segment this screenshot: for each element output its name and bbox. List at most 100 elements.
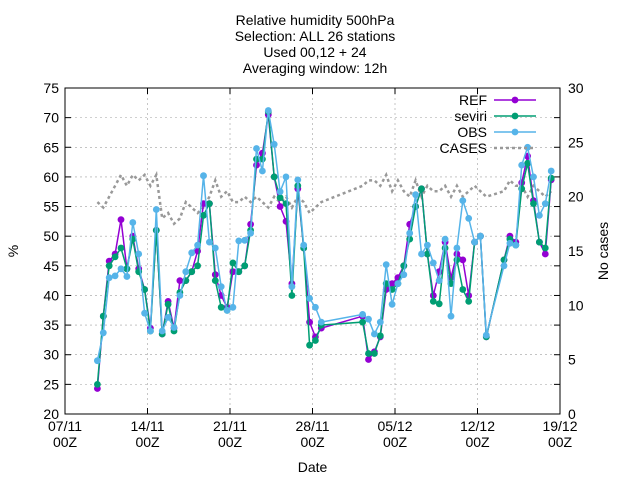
data-point [194, 262, 202, 270]
data-point [459, 197, 467, 205]
x-tick-label-hour: 00Z [53, 434, 78, 450]
data-point [371, 350, 378, 357]
data-point [482, 331, 490, 339]
y-tick-label: 45 [43, 258, 59, 274]
data-point [235, 237, 243, 245]
y-tick-label: 60 [43, 169, 59, 185]
data-point [412, 191, 419, 199]
data-point [200, 212, 207, 219]
data-point [453, 256, 461, 264]
data-point [294, 176, 302, 184]
data-point [241, 262, 249, 270]
data-point [536, 212, 543, 219]
data-point [288, 283, 296, 290]
data-point [99, 329, 107, 337]
data-point [536, 238, 543, 246]
data-point [123, 273, 131, 280]
y-axis-label: % [5, 245, 21, 257]
data-point [512, 241, 520, 249]
title-line: Relative humidity 500hPa [236, 12, 395, 28]
data-point [164, 314, 172, 321]
data-point [359, 318, 366, 326]
x-axis-ticks: 07/1100Z14/1100Z21/1100Z28/1100Z05/1200Z… [48, 88, 578, 450]
y2-tick-label: 10 [568, 297, 584, 313]
y2-tick-label: 30 [568, 80, 584, 96]
data-point [429, 298, 437, 305]
data-point [200, 172, 207, 180]
legend-label: CASES [440, 140, 487, 156]
x-tick-label-hour: 00Z [383, 434, 408, 450]
data-point [406, 229, 414, 237]
data-point [105, 274, 113, 282]
y2-tick-label: 25 [568, 134, 584, 150]
data-point [129, 219, 137, 226]
series-obs [94, 107, 555, 365]
data-point [365, 350, 372, 357]
data-point [530, 200, 537, 208]
x-tick-label-hour: 00Z [465, 434, 490, 450]
data-point [276, 194, 284, 202]
data-point [188, 249, 196, 257]
data-point [376, 332, 384, 340]
data-point [394, 280, 402, 287]
data-point [194, 241, 202, 249]
data-point [229, 303, 237, 311]
data-point [435, 277, 443, 284]
data-point [312, 303, 319, 311]
data-point [541, 200, 549, 208]
data-point [217, 283, 225, 290]
x-tick-label-date: 07/11 [48, 418, 82, 434]
title-line: Used 00,12 + 24 [263, 44, 366, 60]
data-point [105, 262, 113, 270]
data-point [376, 318, 384, 326]
data-point [223, 306, 231, 314]
data-point [158, 327, 166, 335]
series-line-obs [96, 110, 552, 361]
data-point [547, 167, 555, 175]
data-point [371, 330, 378, 338]
data-point [382, 261, 390, 268]
data-point [300, 241, 308, 249]
data-point [306, 341, 313, 349]
grid [65, 88, 560, 414]
data-point [206, 238, 213, 246]
data-point [400, 271, 408, 279]
y-tick-label: 65 [43, 139, 59, 155]
data-point [306, 318, 313, 326]
data-point [447, 312, 455, 320]
data-point [418, 185, 425, 193]
legend-label: REF [459, 92, 487, 108]
data-point [141, 309, 149, 317]
legend-marker [511, 112, 519, 120]
data-point [282, 200, 290, 208]
data-point [365, 356, 372, 363]
data-point [259, 167, 266, 175]
title-line: Averaging window: 12h [243, 60, 388, 76]
data-point [418, 250, 425, 258]
data-point [465, 215, 473, 222]
data-point [211, 277, 219, 284]
data-point [506, 239, 514, 247]
y-tick-label: 20 [43, 406, 59, 422]
data-point [388, 300, 396, 308]
y-tick-label: 70 [43, 110, 59, 126]
data-point [518, 161, 526, 169]
data-point [429, 259, 437, 267]
data-point [117, 265, 125, 273]
y-tick-label: 40 [43, 287, 59, 303]
data-point [288, 292, 296, 299]
x-axis-label: Date [298, 459, 328, 475]
data-point [424, 241, 431, 249]
y2-axis-label: No cases [595, 222, 611, 280]
y-tick-label: 25 [43, 376, 59, 392]
x-tick-label-hour: 00Z [548, 434, 573, 450]
data-point [235, 268, 243, 276]
series-line-cases [96, 170, 553, 226]
data-point [229, 259, 237, 267]
x-tick-label-hour: 00Z [300, 434, 325, 450]
data-point [270, 173, 278, 181]
data-point [500, 262, 508, 270]
